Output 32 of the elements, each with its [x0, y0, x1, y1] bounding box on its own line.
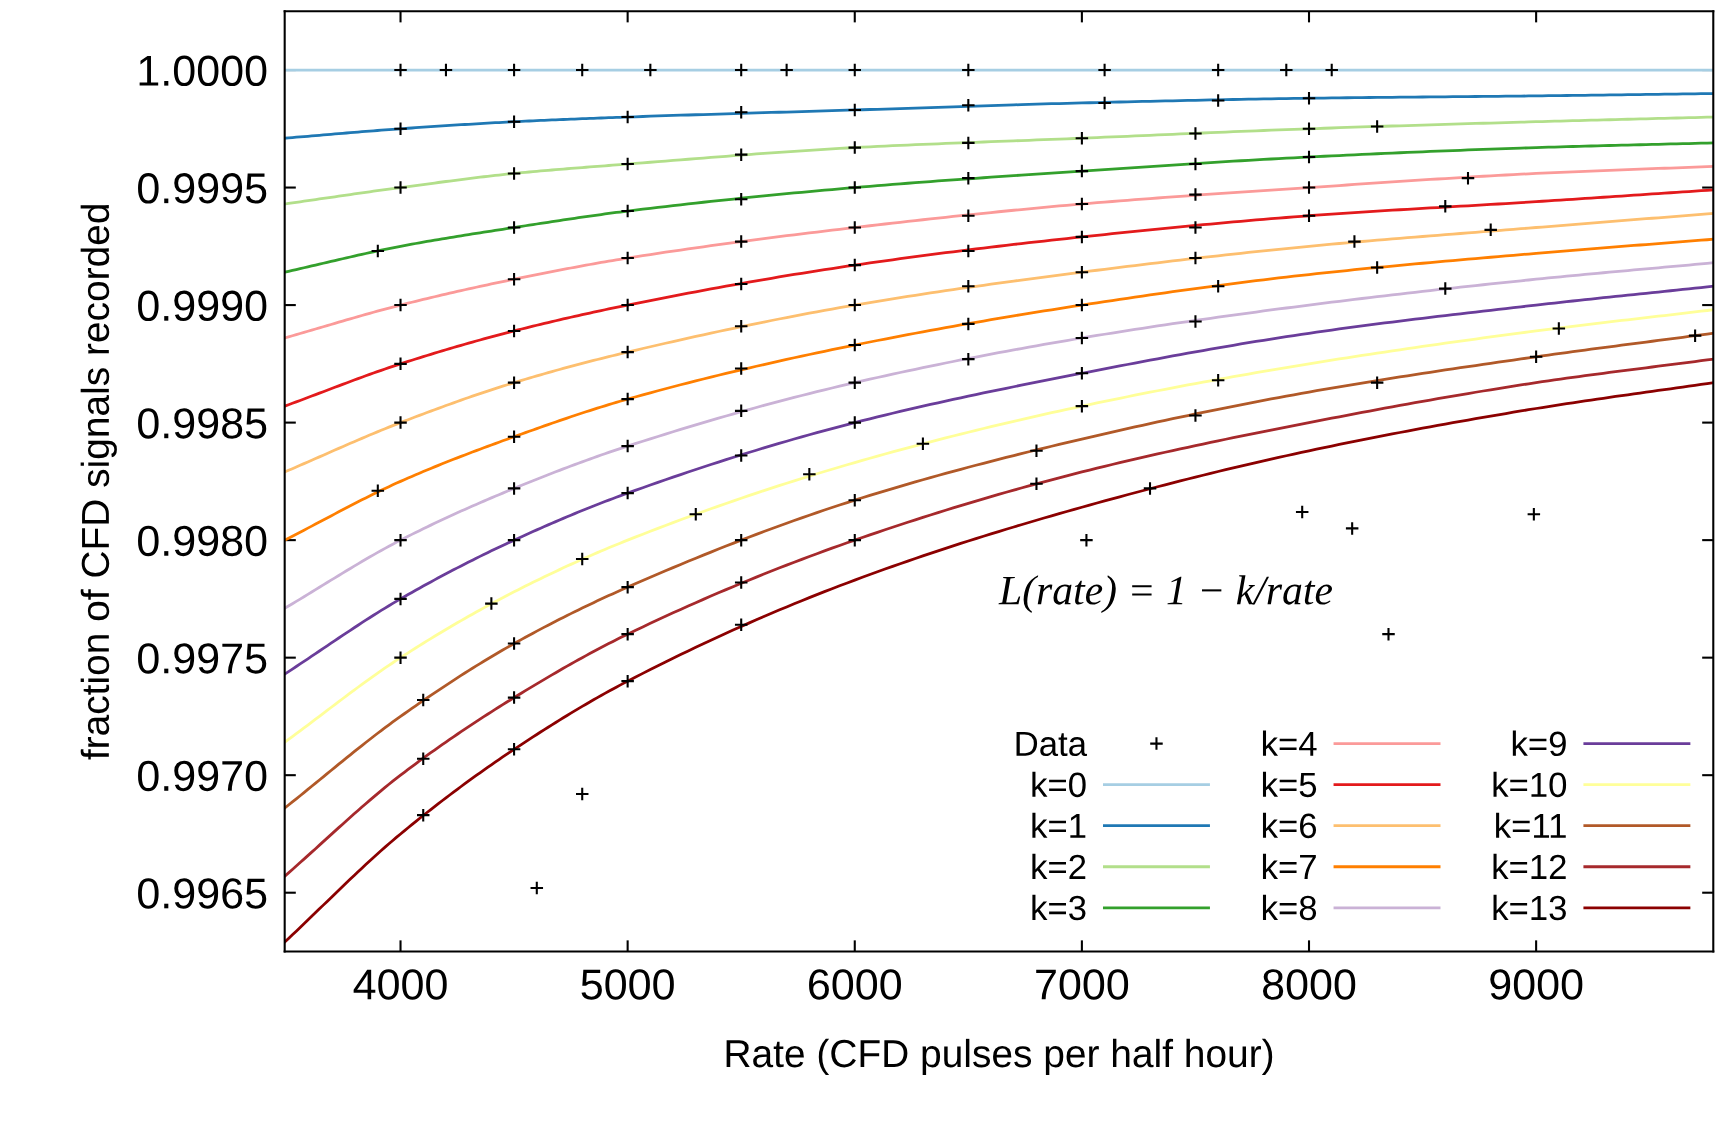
x-tick-label: 7000	[1036, 969, 1129, 1000]
x-tick-label: 4000	[353, 969, 447, 1000]
legend-label: Data	[1016, 731, 1088, 757]
legend-label: k=11	[1496, 812, 1566, 838]
x-tick-label: 8000	[1262, 969, 1356, 1000]
x-tick-label: 5000	[581, 969, 674, 1000]
legend-label: k=12	[1493, 853, 1566, 879]
legend-label: k=1	[1032, 812, 1086, 838]
legend-label: k=5	[1262, 771, 1317, 798]
y-tick-label: 1.0000	[139, 55, 267, 87]
legend-label: k=2	[1032, 853, 1086, 879]
legend-label: k=3	[1032, 894, 1086, 921]
y-tick-label: 0.9995	[138, 173, 267, 204]
legend-label: k=4	[1262, 730, 1317, 756]
y-axis-title: fraction of CFD signals recorded	[80, 205, 117, 760]
y-tick-label: 0.9980	[138, 525, 267, 557]
legend-label: k=10	[1493, 771, 1567, 798]
legend-label: k=6	[1262, 812, 1317, 839]
y-tick-label: 0.9985	[138, 408, 267, 439]
legend-label: k=8	[1262, 894, 1317, 921]
y-tick-label: 0.9970	[138, 760, 267, 792]
x-tick-label: 9000	[1490, 969, 1583, 1000]
legend-label: k=13	[1493, 894, 1566, 921]
y-tick-label: 0.9965	[138, 878, 267, 909]
annotation: L(rate) = 1 − k/rate	[998, 575, 1333, 614]
x-tick-label: 6000	[809, 969, 901, 1000]
legend-label: k=7	[1262, 853, 1316, 879]
legend-label: k=0	[1032, 771, 1086, 798]
legend-label: k=9	[1512, 730, 1566, 757]
y-tick-label: 0.9990	[138, 290, 267, 322]
x-axis-title: Rate (CFD pulses per half hour)	[726, 1038, 1273, 1076]
y-tick-label: 0.9975	[138, 643, 267, 674]
